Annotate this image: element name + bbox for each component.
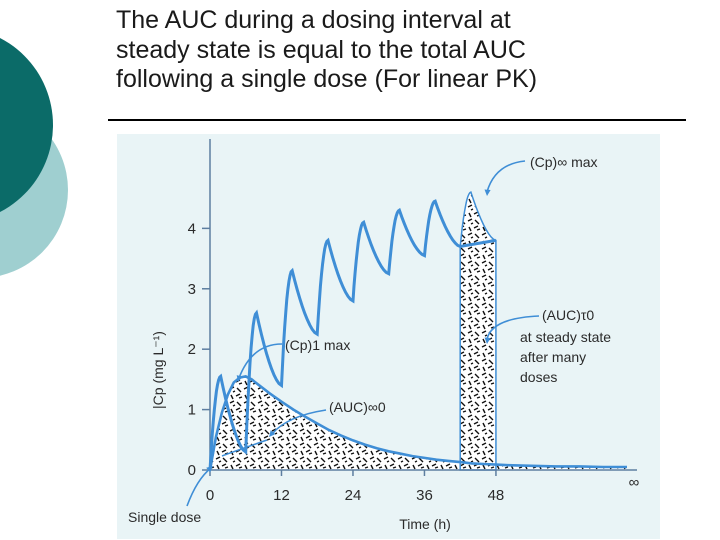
multiple-dose-curve [208,199,497,471]
annotation-doses: doses [520,369,557,385]
arrowhead-cp-inf-max [484,189,491,196]
arrow-auc-single-2 [221,439,268,457]
decorative-circles [0,37,68,276]
arrow-cp1-max [238,343,283,379]
annotation-auc-single: (AUC)∞0 [329,399,386,415]
deco-dark-circle [0,37,53,213]
arrowhead-auc-tau [484,337,491,344]
x-tick-label: 0 [206,487,214,504]
title-underline [108,119,686,121]
annotation-cp-inf-max: (Cp)∞ max [530,154,598,170]
title-line-2: steady state is equal to the total AUC [116,35,526,64]
y-tick-label: 2 [188,341,196,358]
y-tick-label: 3 [188,281,196,298]
x-axis-label: Time (h) [399,516,451,532]
arrow-auc-tau [486,315,540,340]
arrow-auc-single [271,409,327,435]
single-dose-auc-area [210,376,627,470]
annotation-after-many: after many [520,349,586,365]
arrow-cp-inf-max [486,160,526,193]
annotation-auc-tau: (AUC)τ0 [542,307,594,323]
x-tick-label: 36 [416,487,433,504]
y-tick-label: 4 [188,220,196,237]
arrowhead-auc-single [269,430,276,437]
y-tick-label: 0 [188,462,196,479]
annotation-cp1-max: (Cp)1 max [285,337,350,353]
arrowhead-cp1-max [236,375,243,382]
x-tick-label: 12 [273,487,290,504]
slide-title: The AUC during a dosing interval at stea… [116,6,706,95]
annotation-single-dose: Single dose [128,509,201,525]
title-line-1: The AUC during a dosing interval at [116,6,511,34]
steady-state-auc-area [459,190,497,471]
y-tick-label: 1 [188,402,196,419]
x-tick-label-infinity: ∞ [629,474,640,491]
title-line-3: following a single dose (For linear PK) [116,65,538,93]
y-axis-label: |Cp (mg L⁻¹) [150,331,166,409]
single-dose-curve [208,375,627,471]
x-tick-label: 24 [345,487,362,504]
arrowhead-single-dose [206,466,213,473]
x-tick-label: 48 [488,487,505,504]
annotation-steady-state: at steady state [520,329,611,345]
